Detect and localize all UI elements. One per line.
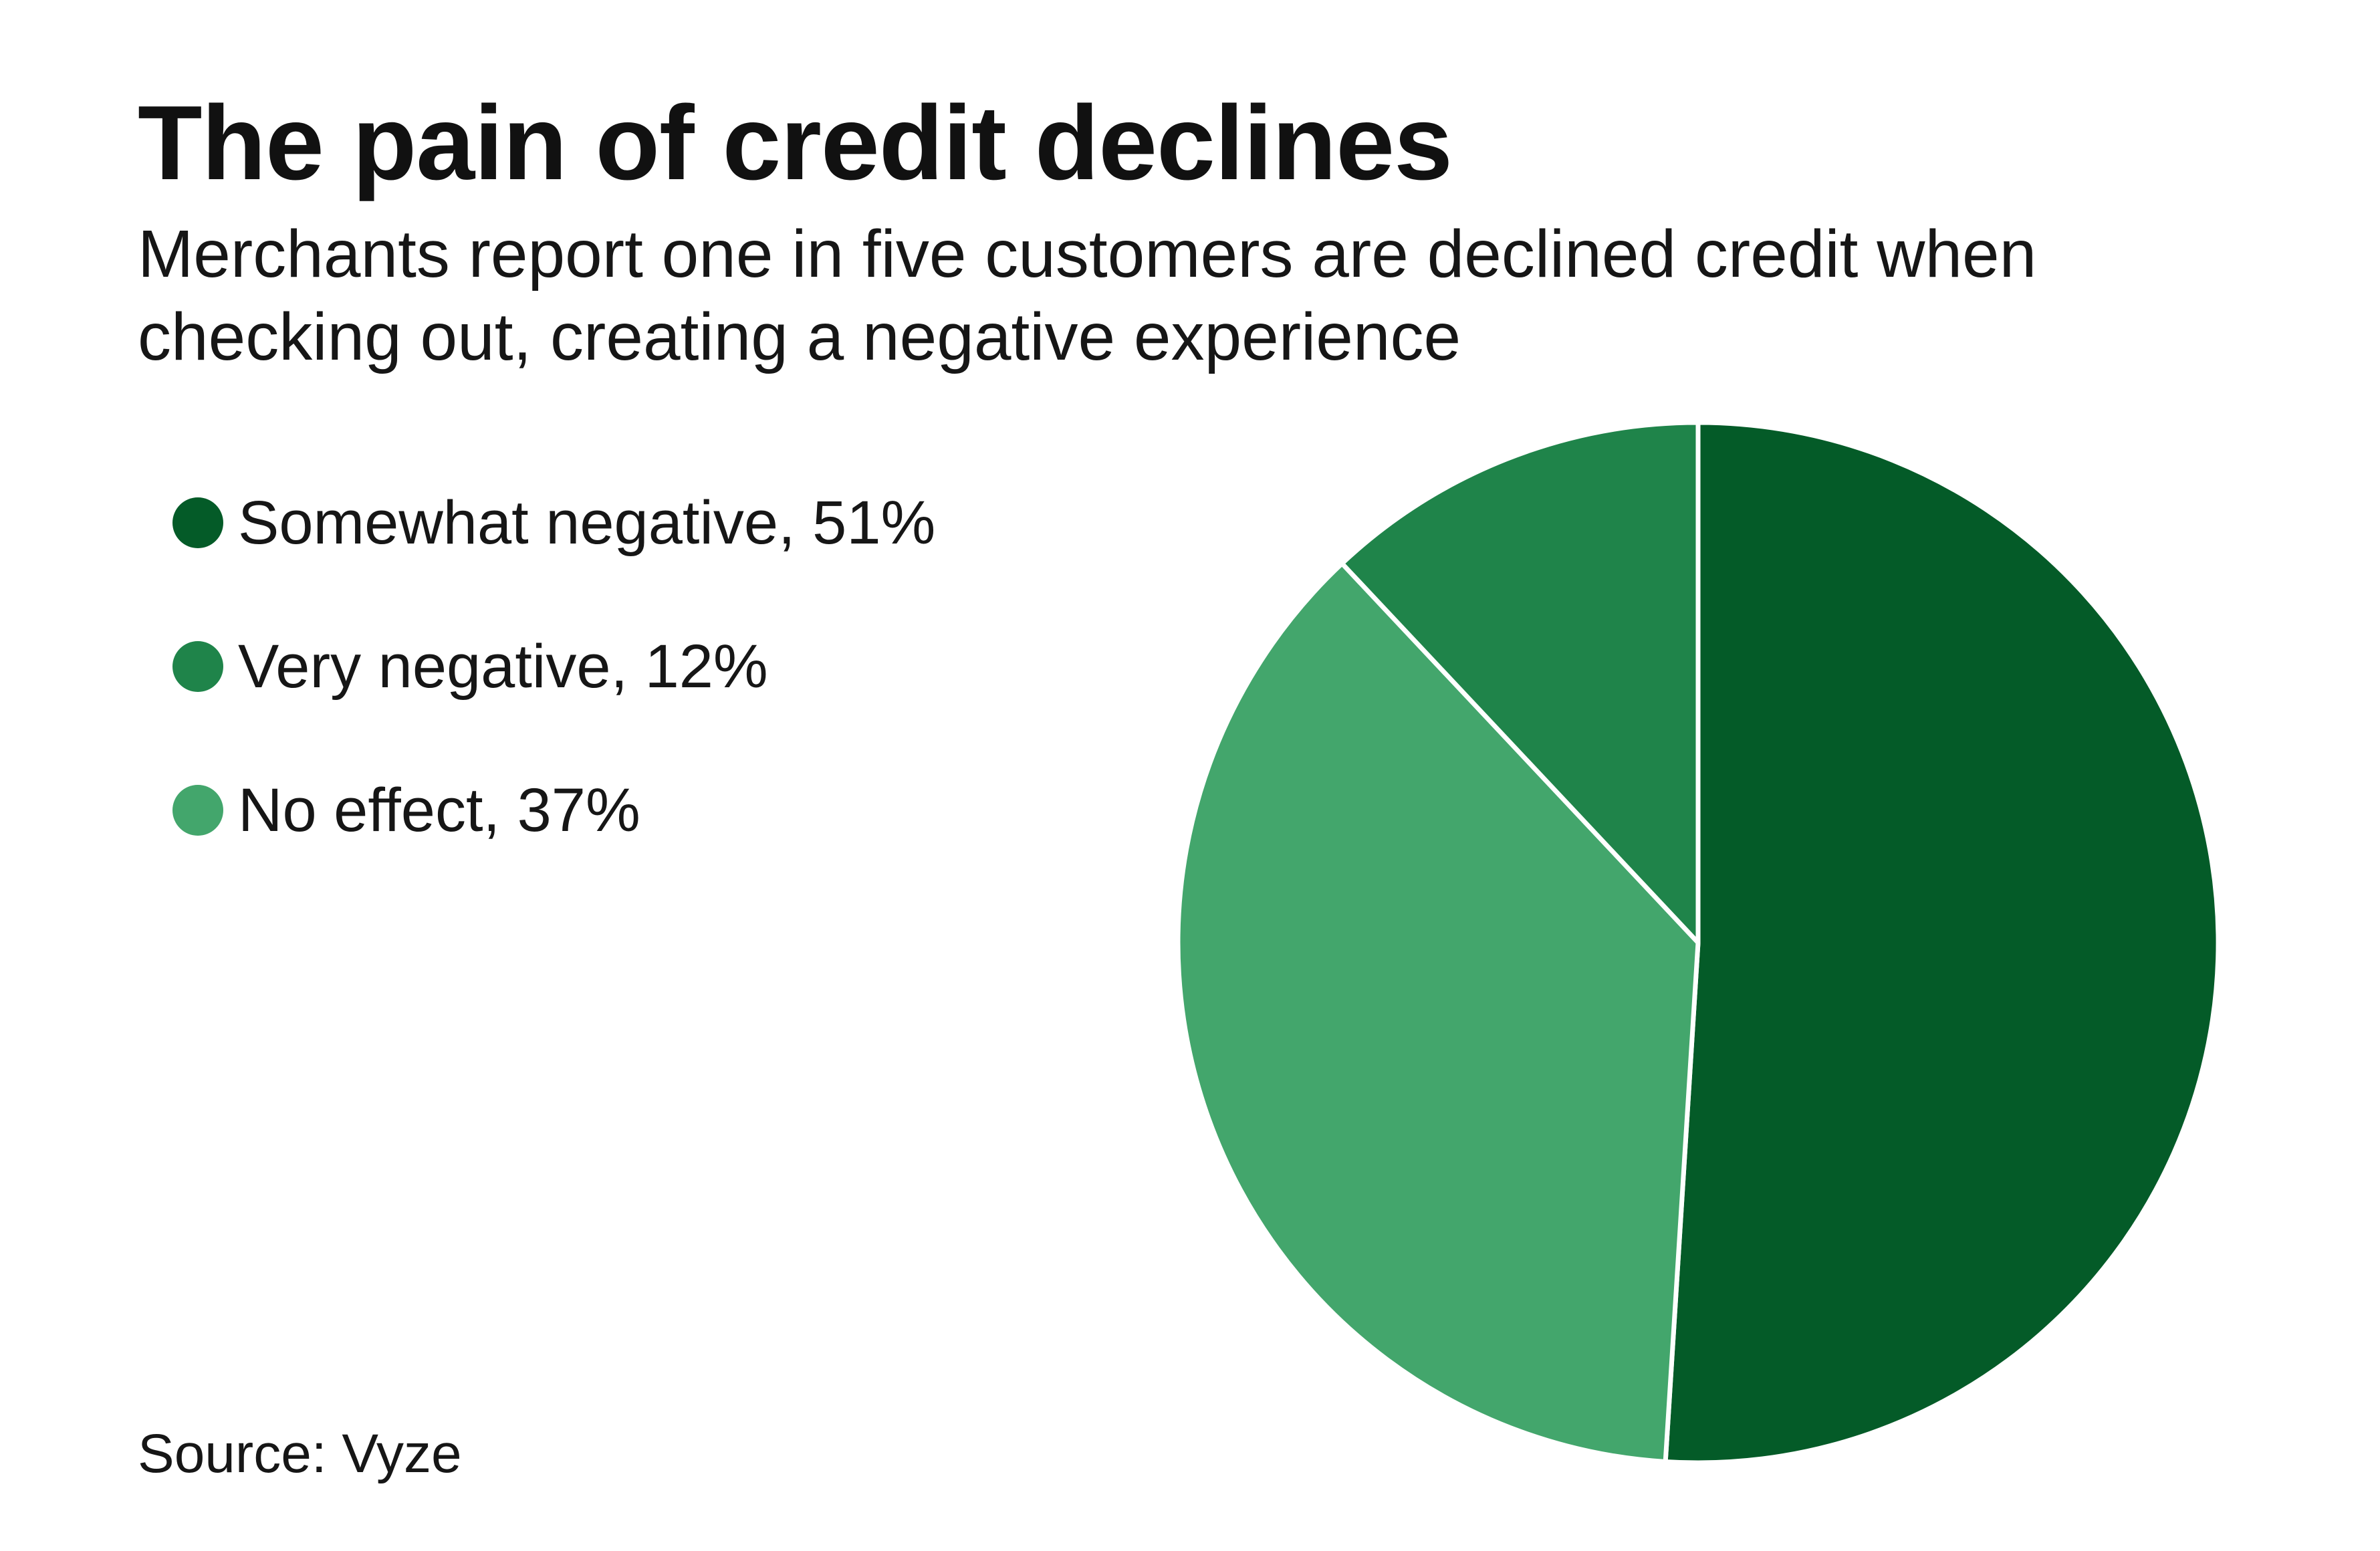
pie-slices (1175, 420, 2221, 1465)
chart-subtitle: Merchants report one in five customers a… (138, 217, 2037, 374)
pie-slice-very-negative (1339, 420, 1701, 945)
legend-label-very-negative: Very negative, 12% (238, 632, 768, 701)
legend-swatch-somewhat-negative (172, 497, 223, 548)
legend-item-very-negative: Very negative, 12% (172, 626, 935, 707)
pie-slice-somewhat-negative (1663, 420, 2221, 1465)
legend: Somewhat negative, 51% Very negative, 12… (172, 483, 935, 914)
source-note: Source: Vyze (138, 1423, 462, 1484)
legend-swatch-very-negative (172, 641, 223, 692)
legend-swatch-no-effect (172, 785, 223, 836)
pie-slice-no-effect (1175, 561, 1701, 1464)
legend-label-somewhat-negative: Somewhat negative, 51% (238, 488, 936, 557)
chart-title: The pain of credit declines (138, 84, 1453, 202)
legend-item-somewhat-negative: Somewhat negative, 51% (172, 483, 935, 563)
legend-item-no-effect: No effect, 37% (172, 770, 935, 850)
legend-label-no-effect: No effect, 37% (238, 776, 640, 844)
